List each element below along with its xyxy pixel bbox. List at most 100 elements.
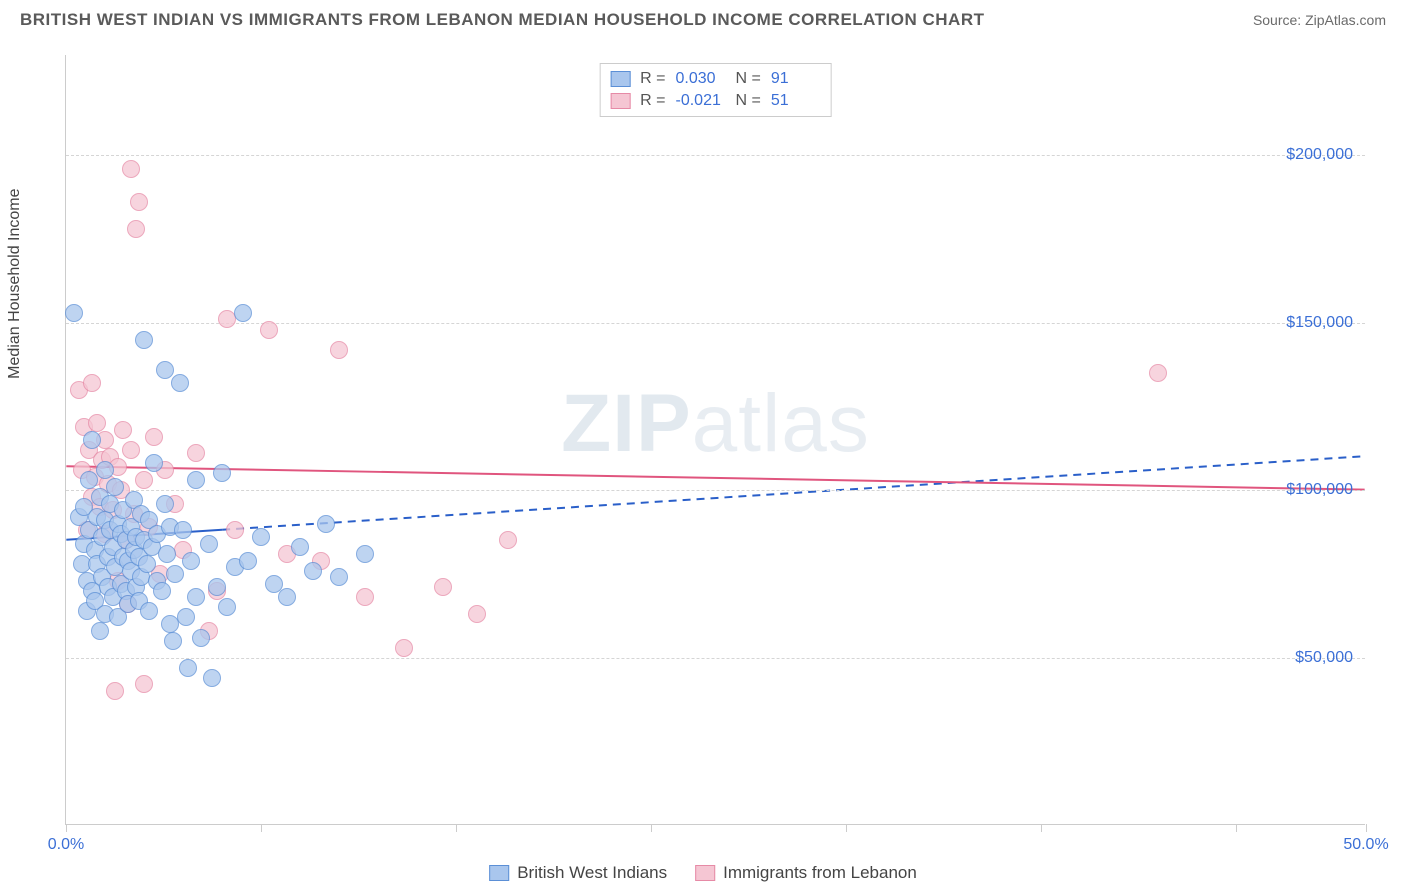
- data-point: [65, 304, 83, 322]
- data-point: [208, 578, 226, 596]
- x-tick: [1236, 824, 1237, 832]
- data-point: [499, 531, 517, 549]
- data-point: [291, 538, 309, 556]
- trend-line-dashed: [222, 456, 1365, 530]
- data-point: [330, 568, 348, 586]
- data-point: [234, 304, 252, 322]
- data-point: [356, 545, 374, 563]
- gridline: [66, 155, 1365, 156]
- data-point: [135, 675, 153, 693]
- legend-swatch: [610, 71, 630, 87]
- data-point: [156, 495, 174, 513]
- gridline: [66, 658, 1365, 659]
- chart-title: BRITISH WEST INDIAN VS IMMIGRANTS FROM L…: [20, 10, 985, 30]
- data-point: [177, 608, 195, 626]
- data-point: [83, 374, 101, 392]
- data-point: [145, 454, 163, 472]
- data-point: [304, 562, 322, 580]
- data-point: [164, 632, 182, 650]
- y-tick-label: $50,000: [1295, 649, 1353, 667]
- data-point: [114, 421, 132, 439]
- data-point: [130, 193, 148, 211]
- data-point: [1149, 364, 1167, 382]
- legend-label: British West Indians: [517, 863, 667, 883]
- legend-label: Immigrants from Lebanon: [723, 863, 917, 883]
- data-point: [135, 331, 153, 349]
- data-point: [122, 160, 140, 178]
- data-point: [395, 639, 413, 657]
- data-point: [434, 578, 452, 596]
- x-tick: [846, 824, 847, 832]
- data-point: [135, 471, 153, 489]
- legend-r-label: R =: [640, 92, 665, 110]
- data-point: [166, 565, 184, 583]
- legend-swatch: [489, 865, 509, 881]
- watermark-bold: ZIP: [561, 378, 692, 469]
- data-point: [88, 414, 106, 432]
- legend-r-label: R =: [640, 70, 665, 88]
- data-point: [203, 669, 221, 687]
- data-point: [174, 521, 192, 539]
- data-point: [153, 582, 171, 600]
- data-point: [138, 555, 156, 573]
- x-tick: [66, 824, 67, 832]
- data-point: [171, 374, 189, 392]
- data-point: [356, 588, 374, 606]
- data-point: [91, 622, 109, 640]
- data-point: [158, 545, 176, 563]
- data-point: [278, 588, 296, 606]
- data-point: [239, 552, 257, 570]
- legend-r-value: 0.030: [676, 70, 726, 88]
- data-point: [127, 220, 145, 238]
- legend-item: Immigrants from Lebanon: [695, 863, 917, 883]
- legend-n-value: 51: [771, 92, 821, 110]
- legend-swatch: [695, 865, 715, 881]
- data-point: [106, 478, 124, 496]
- data-point: [187, 444, 205, 462]
- data-point: [140, 602, 158, 620]
- data-point: [226, 521, 244, 539]
- legend-stats: R = 0.030 N = 91 R = -0.021 N = 51: [599, 63, 832, 117]
- plot-region: ZIPatlas R = 0.030 N = 91 R = -0.021 N = 51 $50…: [65, 55, 1365, 825]
- legend-stat-row: R = -0.021 N = 51: [610, 90, 821, 112]
- x-tick-label: 0.0%: [48, 836, 84, 854]
- x-tick: [651, 824, 652, 832]
- legend-r-value: -0.021: [676, 92, 726, 110]
- data-point: [145, 428, 163, 446]
- x-tick: [1366, 824, 1367, 832]
- y-tick-label: $100,000: [1286, 481, 1353, 499]
- legend-n-value: 91: [771, 70, 821, 88]
- data-point: [187, 588, 205, 606]
- legend-swatch: [610, 93, 630, 109]
- data-point: [156, 361, 174, 379]
- data-point: [330, 341, 348, 359]
- data-point: [106, 682, 124, 700]
- data-point: [182, 552, 200, 570]
- chart-header: BRITISH WEST INDIAN VS IMMIGRANTS FROM L…: [0, 0, 1406, 35]
- data-point: [218, 598, 236, 616]
- chart-source: Source: ZipAtlas.com: [1253, 12, 1386, 28]
- legend-n-label: N =: [736, 70, 761, 88]
- watermark-light: atlas: [692, 378, 870, 469]
- trend-line-solid: [66, 466, 1364, 489]
- data-point: [96, 461, 114, 479]
- legend-series: British West Indians Immigrants from Leba…: [489, 863, 917, 883]
- data-point: [179, 659, 197, 677]
- data-point: [83, 431, 101, 449]
- chart-area: Median Household Income ZIPatlas R =0.03…: [20, 45, 1386, 885]
- y-tick-label: $200,000: [1286, 146, 1353, 164]
- y-axis-label: Median Household Income: [6, 188, 24, 378]
- data-point: [213, 464, 231, 482]
- data-point: [187, 471, 205, 489]
- data-point: [192, 629, 210, 647]
- x-tick: [261, 824, 262, 832]
- x-tick: [456, 824, 457, 832]
- y-tick-label: $150,000: [1286, 314, 1353, 332]
- legend-item: British West Indians: [489, 863, 667, 883]
- legend-stat-row: R = 0.030 N = 91: [610, 68, 821, 90]
- data-point: [80, 471, 98, 489]
- data-point: [317, 515, 335, 533]
- legend-n-label: N =: [736, 92, 761, 110]
- data-point: [200, 535, 218, 553]
- data-point: [122, 441, 140, 459]
